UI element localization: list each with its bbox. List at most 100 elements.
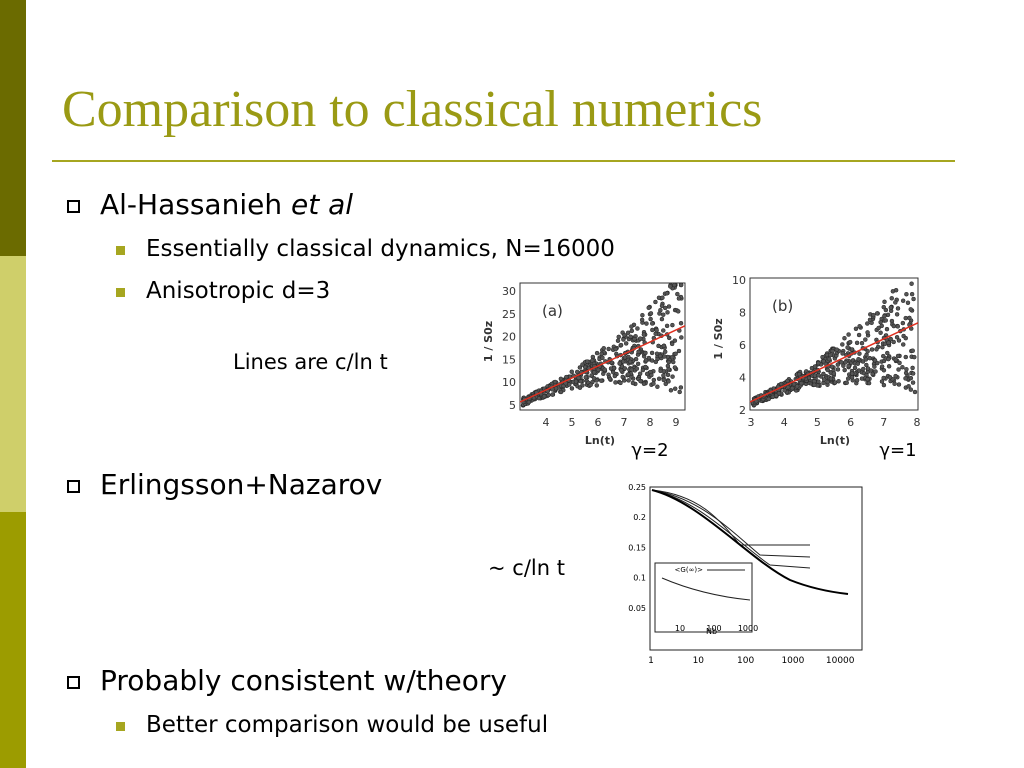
data-point <box>897 360 902 366</box>
data-point <box>669 354 675 360</box>
data-point <box>552 379 558 385</box>
data-point <box>865 321 870 326</box>
data-point <box>640 367 646 373</box>
x-tick-label: 8 <box>914 416 921 429</box>
data-point <box>623 341 629 346</box>
data-point <box>856 332 862 338</box>
data-point <box>672 282 677 288</box>
data-point <box>842 335 847 341</box>
data-point <box>912 354 917 360</box>
data-point <box>835 367 841 372</box>
data-point <box>910 371 916 376</box>
data-point <box>900 298 906 303</box>
data-point <box>672 386 678 391</box>
sub-bullet: Essentially classical dynamics, N=16000 <box>116 236 615 262</box>
data-point <box>821 377 827 382</box>
data-point <box>602 367 608 372</box>
data-point <box>909 281 914 286</box>
data-point <box>637 371 643 376</box>
data-point <box>893 300 898 305</box>
data-point <box>612 373 618 379</box>
data-point <box>891 339 896 345</box>
y-tick-label: 30 <box>502 285 516 298</box>
data-point <box>829 364 835 369</box>
data-point <box>677 389 682 395</box>
y-tick-label: 6 <box>739 339 746 352</box>
x-tick-label: 6 <box>847 416 854 429</box>
data-point <box>558 389 564 395</box>
data-point <box>878 330 883 335</box>
x-tick-label: 9 <box>673 416 680 429</box>
data-point <box>832 380 838 385</box>
data-point <box>791 381 797 387</box>
data-point <box>821 371 826 377</box>
data-point <box>650 327 655 333</box>
y-tick-label: 0.1 <box>633 574 646 583</box>
data-point <box>679 335 684 340</box>
data-point <box>785 384 791 390</box>
panel-label: (a) <box>542 302 563 320</box>
data-point <box>872 364 877 369</box>
data-point <box>678 320 684 326</box>
data-point <box>865 376 870 382</box>
y-axis-label: 1 / S0z <box>482 321 495 362</box>
data-point <box>904 291 909 297</box>
data-point <box>839 360 844 365</box>
data-point <box>908 387 914 392</box>
data-point <box>853 326 859 332</box>
data-point <box>629 328 635 334</box>
inset-x-tick-label: 100 <box>706 624 721 633</box>
data-point <box>820 354 825 360</box>
data-point <box>620 374 625 380</box>
data-point <box>615 338 621 343</box>
data-point <box>908 375 914 381</box>
data-point <box>876 325 881 331</box>
data-point <box>911 296 916 302</box>
data-point <box>834 347 840 352</box>
data-point <box>863 337 868 342</box>
data-point <box>904 367 909 372</box>
data-point <box>882 313 887 319</box>
data-point <box>648 311 654 316</box>
bullet-emphasis: et al <box>291 188 354 221</box>
data-point <box>613 380 618 385</box>
data-point <box>854 340 860 346</box>
data-point <box>778 381 784 387</box>
data-point <box>896 367 901 372</box>
data-point <box>821 359 826 364</box>
data-point <box>673 351 678 357</box>
data-point <box>657 353 663 359</box>
data-point <box>628 334 633 339</box>
data-point <box>867 355 873 361</box>
bullet: Al-Hassanieh et al <box>66 188 354 221</box>
data-point <box>860 366 866 372</box>
data-point <box>626 372 631 377</box>
data-point <box>854 377 860 383</box>
data-point <box>641 332 647 337</box>
data-point <box>895 353 901 359</box>
inset-curve <box>661 577 751 601</box>
data-point <box>910 348 915 353</box>
figure: 2 4 6 8 10 3 4 5 6 7 8 Ln(t) 1 / S0z (b) γ=1 <box>712 274 921 461</box>
data-point <box>627 359 633 365</box>
data-point <box>629 324 634 329</box>
data-point <box>910 365 915 371</box>
data-point <box>812 373 818 378</box>
data-point <box>661 343 667 349</box>
data-point <box>576 375 581 381</box>
data-point <box>906 384 911 389</box>
data-point <box>577 385 583 390</box>
data-point <box>649 350 655 356</box>
data-point <box>886 364 892 369</box>
data-point <box>660 295 665 300</box>
data-point <box>890 289 896 294</box>
data-point <box>643 358 649 363</box>
y-tick-label: 2 <box>739 404 746 417</box>
data-point <box>905 300 911 306</box>
data-point <box>661 369 667 374</box>
data-point <box>656 376 662 382</box>
inset-x-tick-label: 10 <box>675 624 685 633</box>
data-point <box>564 374 569 380</box>
data-point <box>665 310 670 315</box>
